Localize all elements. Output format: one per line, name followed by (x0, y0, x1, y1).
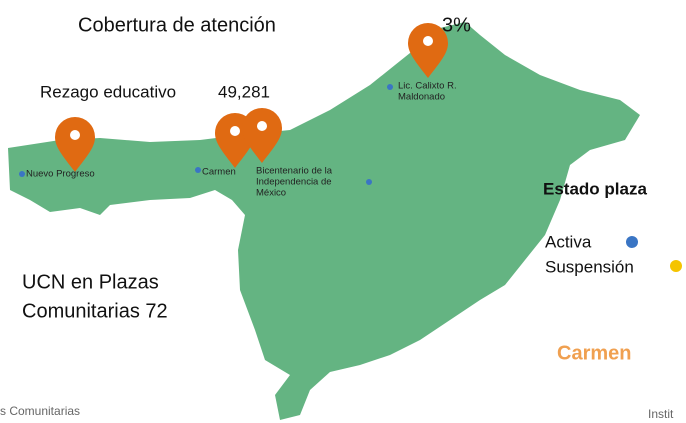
place-dot (387, 84, 393, 90)
legend-title: Estado plaza (543, 179, 647, 198)
place-dot (19, 171, 25, 177)
place-label: Maldonado (398, 92, 445, 103)
ucn-text: UCN en Plazas (22, 271, 159, 293)
pin (408, 23, 448, 78)
pin (55, 117, 95, 172)
legend-label: Activa (545, 232, 592, 251)
pin-icon (230, 126, 240, 136)
lag-value: 49,281 (218, 82, 270, 101)
legend-dot (670, 260, 682, 272)
place-label: México (256, 188, 286, 199)
place-dot (195, 167, 201, 173)
pin-icons (70, 36, 433, 140)
place-label: Nuevo Progreso (26, 169, 95, 180)
pins (55, 23, 448, 172)
footer-right: Instit (648, 407, 674, 421)
coverage-value: 3% (442, 14, 471, 36)
place-dot (366, 179, 372, 185)
place-label: Lic. Calixto R. (398, 81, 457, 92)
ucn-text: Comunitarias 72 (22, 300, 168, 322)
pin-icon (70, 130, 80, 140)
lag-label: Rezago educativo (40, 82, 176, 101)
municipality-shape (8, 22, 640, 420)
pin-icon (257, 121, 267, 131)
legend-label: Suspensión (545, 257, 634, 276)
pin (242, 108, 282, 163)
place-label: Bicentenario de la (256, 166, 333, 177)
pin-icon (423, 36, 433, 46)
coverage-label: Cobertura de atención (78, 14, 276, 36)
legend-dot (626, 236, 638, 248)
footer-left: s Comunitarias (0, 404, 80, 418)
place-label: Independencia de (256, 177, 332, 188)
municipality-name: Carmen (557, 342, 631, 364)
place-label: Carmen (202, 167, 236, 178)
place-dots (19, 84, 393, 185)
